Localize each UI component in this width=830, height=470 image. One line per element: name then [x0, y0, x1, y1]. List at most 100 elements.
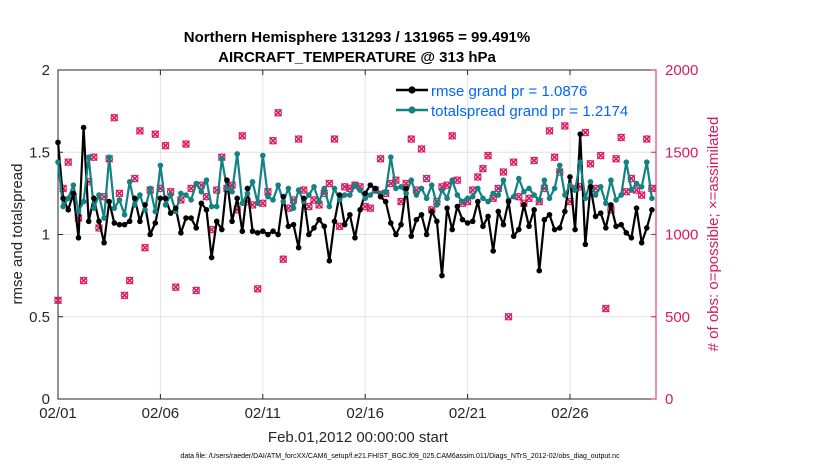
point-totalspread — [551, 185, 558, 192]
point-rmse — [526, 223, 532, 230]
point-totalspread — [101, 215, 107, 221]
point-totalspread — [234, 151, 240, 157]
point-totalspread — [459, 198, 466, 205]
y-axis-label: rmse and totalspread — [9, 164, 26, 305]
point-rmse — [469, 218, 476, 225]
obs-marker — [366, 204, 375, 213]
point-totalspread — [357, 187, 363, 193]
point-rmse — [577, 131, 584, 137]
point-totalspread — [193, 180, 200, 187]
point-totalspread — [137, 192, 143, 198]
obs-marker — [274, 108, 283, 117]
point-totalspread — [75, 208, 82, 215]
point-rmse — [280, 193, 287, 200]
point-rmse — [362, 190, 368, 197]
point-rmse — [172, 205, 179, 211]
point-totalspread — [203, 177, 210, 184]
point-totalspread — [91, 205, 97, 211]
point-totalspread — [582, 195, 589, 202]
point-rmse — [418, 211, 425, 218]
series-layer — [54, 108, 656, 321]
point-rmse — [490, 248, 496, 254]
point-totalspread — [531, 192, 537, 198]
point-rmse — [649, 207, 655, 213]
point-rmse — [531, 207, 537, 213]
point-totalspread — [316, 198, 322, 205]
point-totalspread — [643, 159, 650, 165]
y-tick-label: 1 — [42, 227, 50, 244]
point-totalspread — [347, 192, 353, 198]
point-rmse — [562, 208, 568, 215]
obs-marker — [550, 153, 559, 162]
point-rmse — [331, 218, 338, 225]
point-totalspread — [336, 197, 343, 203]
point-rmse — [208, 254, 215, 261]
point-rmse — [480, 223, 486, 230]
point-rmse — [341, 221, 348, 228]
obs-marker — [612, 154, 621, 163]
legend-rmse-label: rmse grand pr = 1.0876 — [431, 83, 587, 100]
point-rmse — [91, 195, 97, 202]
point-totalspread — [526, 185, 532, 192]
point-totalspread — [224, 185, 230, 192]
point-rmse — [444, 205, 450, 211]
point-totalspread — [469, 193, 476, 200]
point-rmse — [423, 231, 430, 238]
point-rmse — [126, 218, 133, 225]
x-tick-label: 02/26 — [551, 405, 589, 422]
legend-totalspread-marker — [408, 106, 416, 114]
point-totalspread — [444, 195, 450, 202]
obs-marker — [125, 276, 134, 285]
obs-marker — [130, 174, 139, 183]
obs-marker — [448, 131, 457, 140]
point-rmse — [121, 221, 128, 228]
point-rmse — [65, 207, 72, 213]
x-axis-label: Feb.01,2012 00:00:00 start — [268, 429, 449, 446]
point-totalspread — [408, 177, 415, 184]
point-rmse — [387, 220, 394, 226]
point-totalspread — [239, 200, 246, 207]
obs-marker — [79, 276, 88, 285]
point-totalspread — [341, 192, 348, 198]
point-rmse — [239, 228, 246, 235]
point-rmse — [510, 233, 517, 239]
point-rmse — [592, 213, 599, 220]
point-totalspread — [628, 187, 635, 193]
point-rmse — [428, 208, 435, 215]
point-totalspread — [306, 192, 312, 198]
point-totalspread — [162, 202, 169, 208]
point-totalspread — [572, 187, 578, 193]
point-rmse — [188, 215, 194, 221]
obs-marker — [54, 296, 62, 305]
point-totalspread — [608, 177, 614, 184]
point-totalspread — [121, 211, 128, 218]
point-rmse — [515, 226, 522, 233]
point-totalspread — [208, 203, 215, 210]
point-rmse — [152, 220, 159, 226]
point-totalspread — [623, 159, 630, 165]
point-rmse — [306, 231, 312, 238]
point-rmse — [285, 223, 292, 230]
point-rmse — [265, 231, 271, 238]
point-totalspread — [96, 192, 102, 198]
point-totalspread — [290, 205, 297, 211]
point-totalspread — [178, 190, 184, 197]
x-tick-label: 02/11 — [245, 405, 281, 422]
point-totalspread — [70, 182, 77, 188]
point-totalspread — [311, 183, 317, 190]
point-totalspread — [55, 159, 61, 165]
point-totalspread — [618, 192, 624, 198]
point-totalspread — [556, 162, 563, 169]
point-rmse — [147, 231, 153, 238]
point-totalspread — [270, 197, 276, 203]
point-rmse — [162, 195, 169, 202]
point-totalspread — [126, 179, 133, 185]
obs-marker — [499, 168, 508, 176]
point-totalspread — [638, 183, 645, 190]
point-rmse — [633, 205, 640, 211]
y2-tick-label: 1000 — [665, 227, 698, 244]
point-rmse — [459, 216, 466, 223]
point-totalspread — [367, 192, 374, 198]
point-rmse — [290, 221, 297, 228]
point-rmse — [556, 225, 563, 231]
